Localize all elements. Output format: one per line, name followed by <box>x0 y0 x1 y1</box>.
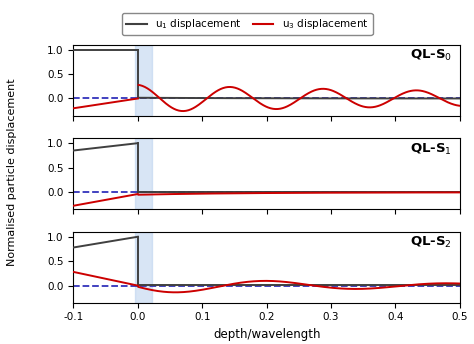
Bar <box>135 232 152 303</box>
Text: QL-S$_2$: QL-S$_2$ <box>410 235 452 250</box>
Bar <box>135 45 152 116</box>
Bar <box>135 138 152 209</box>
X-axis label: depth/wavelength: depth/wavelength <box>213 328 320 341</box>
Text: QL-S$_1$: QL-S$_1$ <box>410 142 452 157</box>
Text: Normalised particle displacement: Normalised particle displacement <box>7 78 17 266</box>
Text: QL-S$_0$: QL-S$_0$ <box>410 48 452 63</box>
Legend: u$_1$ displacement, u$_3$ displacement: u$_1$ displacement, u$_3$ displacement <box>122 13 373 35</box>
